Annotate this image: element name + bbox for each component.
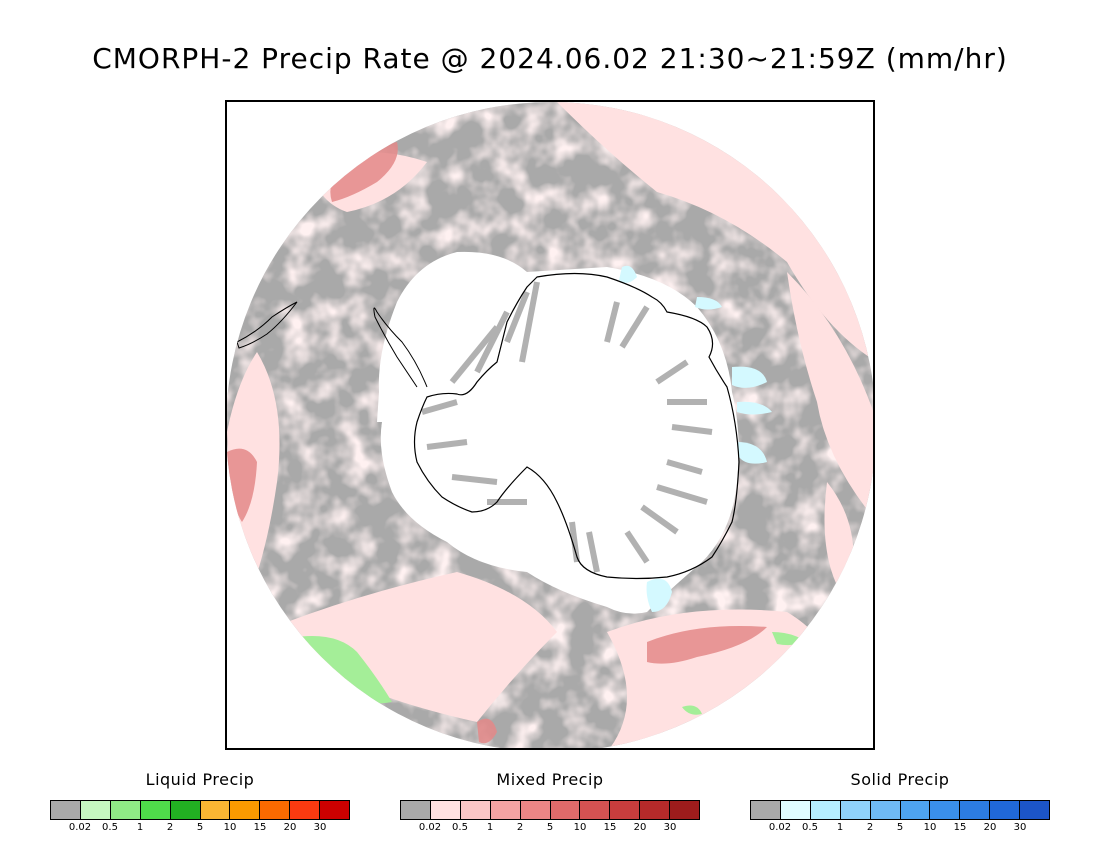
legend-swatch [520,801,551,819]
legend-swatch [751,801,781,819]
legend-swatch [960,801,991,819]
legend-tick: 20 [633,822,647,833]
map-title: CMORPH-2 Precip Rate @ 2024.06.02 21:30~… [92,42,1008,75]
legend-colorbar [750,800,1050,820]
liquid-precip [297,632,807,715]
legend-tick: 0.02 [768,822,792,833]
legend-tick: 5 [196,822,204,833]
legend-swatch [430,801,461,819]
legend-swatch [930,801,961,819]
legend-solid: Solid Precip 0.02 0.5 1 2 5 10 15 20 30 [750,770,1050,836]
legend-swatch [230,801,261,819]
legend-swatch [401,801,431,819]
legend-swatch [140,801,171,819]
legend-tick: 2 [516,822,524,833]
radial-streaks [421,281,713,573]
legend-tick: 30 [313,822,327,833]
solid-precip [619,265,772,612]
legend-tick: 10 [923,822,937,833]
legend-ticks: 0.02 0.5 1 2 5 10 15 20 30 [50,822,350,836]
legend-tick: 20 [983,822,997,833]
legend-colorbar [400,800,700,820]
legend-swatch [780,801,811,819]
legend-ticks: 0.02 0.5 1 2 5 10 15 20 30 [400,822,700,836]
legend-title: Liquid Precip [145,770,255,789]
legend-tick: 0.5 [452,822,468,833]
legend-swatch [290,801,321,819]
legend-tick: 2 [166,822,174,833]
legend-swatch [200,801,231,819]
legend-mixed: Mixed Precip 0.02 0.5 1 2 5 10 15 20 30 [400,770,700,836]
legend-tick: 0.02 [68,822,92,833]
legend-swatch [900,801,931,819]
polar-precip-map [227,102,873,748]
legend-tick: 2 [866,822,874,833]
legend-tick: 15 [603,822,617,833]
legend-swatch [260,801,291,819]
legend-tick: 5 [896,822,904,833]
legend-tick: 0.5 [802,822,818,833]
legend-swatch [840,801,871,819]
legend-swatch [640,801,671,819]
legend-swatch [580,801,611,819]
legend-tick: 0.5 [102,822,118,833]
legend-tick: 5 [546,822,554,833]
legend-swatch [110,801,141,819]
antarctica-coastline [413,272,740,580]
legend-swatch [170,801,201,819]
legend-title: Solid Precip [850,770,950,789]
legend-tick: 30 [663,822,677,833]
map-disk [227,102,873,748]
legend-swatch [810,801,841,819]
antarctic-peninsula-coast [373,307,428,388]
legend-swatch [490,801,521,819]
legend-tick: 1 [836,822,844,833]
legend-swatch [320,801,350,819]
legend-title: Mixed Precip [496,770,604,789]
legend-tick: 10 [223,822,237,833]
legend-swatch [80,801,111,819]
legend-swatch [870,801,901,819]
legend-ticks: 0.02 0.5 1 2 5 10 15 20 30 [750,822,1050,836]
legend-tick: 15 [953,822,967,833]
legend-tick: 0.02 [418,822,442,833]
legend-tick: 15 [253,822,267,833]
legend-tick: 30 [1013,822,1027,833]
legend-swatch [610,801,641,819]
legend-swatch [51,801,81,819]
legend-swatch [990,801,1021,819]
legend-tick: 1 [486,822,494,833]
legend-swatch [550,801,581,819]
legend-swatch [460,801,491,819]
no-precip-region [377,251,739,614]
legend-tick: 20 [283,822,297,833]
map-frame [225,100,875,750]
legend-liquid: Liquid Precip 0.02 0.5 1 2 5 10 15 20 30 [50,770,350,836]
legend-tick: 10 [573,822,587,833]
legend-swatch [1020,801,1050,819]
legend-colorbar [50,800,350,820]
legend-swatch [670,801,700,819]
south-america-tip-coast [236,301,298,349]
legend-tick: 1 [136,822,144,833]
